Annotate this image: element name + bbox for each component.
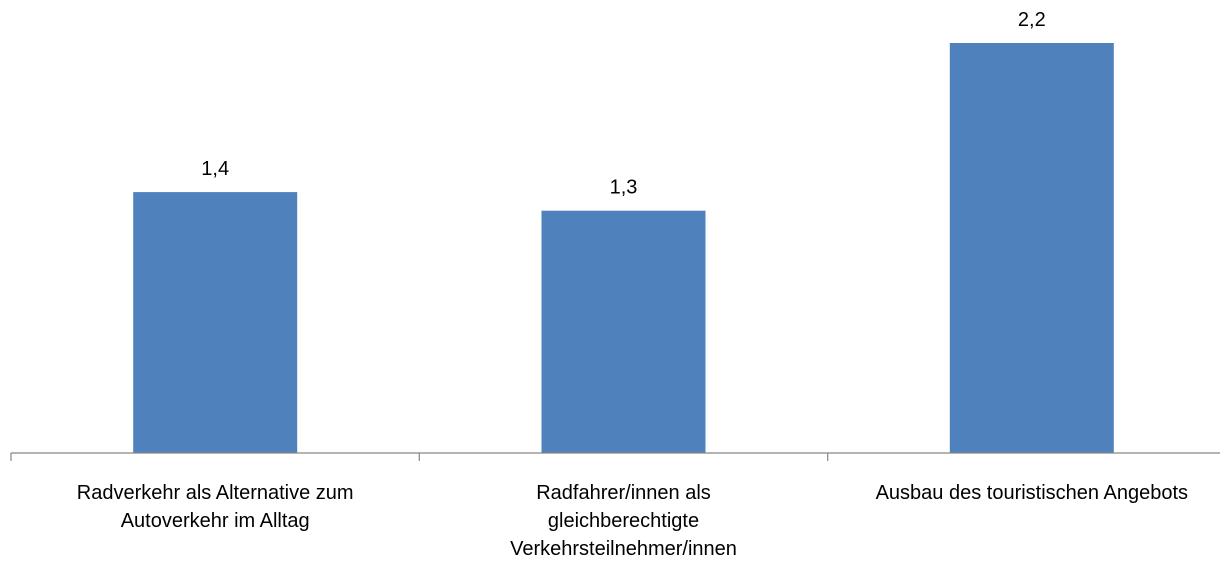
data-label-2: 1,3 xyxy=(610,177,638,199)
bar-1 xyxy=(133,192,298,453)
category-label-line: Autoverkehr im Alltag xyxy=(121,510,310,532)
bar-2 xyxy=(541,210,706,453)
data-label-3: 2,2 xyxy=(1018,9,1046,31)
category-label-line: Verkehrsteilnehmer/innen xyxy=(510,538,737,560)
category-label-line: Radverkehr als Alternative zum xyxy=(77,482,354,504)
x-axis xyxy=(10,452,1220,461)
category-label-line: Radfahrer/innen als xyxy=(536,482,711,504)
category-labels-layer: Radverkehr als Alternative zum Autoverkeh… xyxy=(77,482,1188,560)
data-labels-layer: 1,4 1,3 2,2 xyxy=(201,9,1045,199)
category-label-2: Radfahrer/innen als gleichberechtigte Verk… xyxy=(510,482,737,560)
category-label-3: Ausbau des touristischen Angebots xyxy=(876,482,1188,504)
bar-3 xyxy=(949,43,1114,453)
data-label-1: 1,4 xyxy=(201,158,229,180)
category-label-line: gleichberechtigte xyxy=(548,510,699,532)
category-label-1: Radverkehr als Alternative zum Autoverkeh… xyxy=(77,482,354,532)
bars-layer xyxy=(133,43,1114,453)
category-label-line: Ausbau des touristischen Angebots xyxy=(876,482,1188,504)
